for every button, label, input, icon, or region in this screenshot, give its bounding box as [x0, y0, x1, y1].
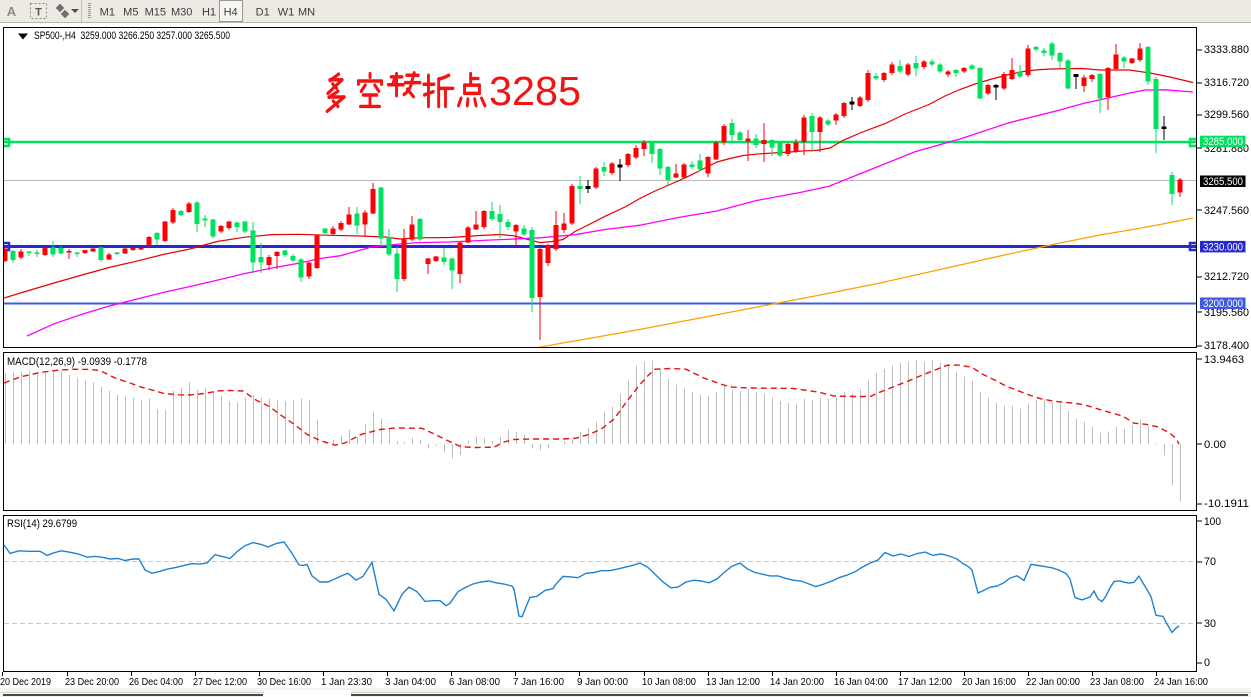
svg-text:MACD(12,26,9) -9.0939 -0.1778: MACD(12,26,9) -9.0939 -0.1778 — [7, 356, 147, 368]
svg-text:17 Jan 12:00: 17 Jan 12:00 — [898, 676, 952, 688]
svg-text:9 Jan 00:00: 9 Jan 00:00 — [577, 676, 628, 688]
svg-text:-10.1911: -10.1911 — [1204, 498, 1249, 510]
svg-text:0: 0 — [1204, 657, 1210, 669]
svg-text:23 Dec 20:00: 23 Dec 20:00 — [65, 676, 119, 688]
svg-text:H1: H1 — [202, 7, 216, 19]
svg-text:3200.000: 3200.000 — [1203, 298, 1243, 310]
svg-text:3299.560: 3299.560 — [1204, 109, 1249, 121]
svg-text:M15: M15 — [145, 7, 166, 19]
svg-text:13.9463: 13.9463 — [1204, 354, 1244, 366]
svg-text:27 Dec 12:00: 27 Dec 12:00 — [193, 676, 247, 688]
svg-text:W1: W1 — [278, 7, 295, 19]
svg-text:10 Jan 08:00: 10 Jan 08:00 — [642, 676, 696, 688]
svg-text:14 Jan 20:00: 14 Jan 20:00 — [770, 676, 824, 688]
svg-text:A: A — [7, 4, 17, 19]
svg-text:M1: M1 — [100, 7, 115, 19]
svg-text:1 Jan 23:30: 1 Jan 23:30 — [321, 676, 372, 688]
svg-text:100: 100 — [1204, 516, 1221, 528]
svg-text:0.00: 0.00 — [1204, 439, 1226, 451]
svg-text:3285: 3285 — [489, 68, 581, 114]
svg-text:6 Jan 08:00: 6 Jan 08:00 — [449, 676, 500, 688]
svg-text:3265.500: 3265.500 — [1203, 176, 1243, 188]
svg-text:3247.560: 3247.560 — [1204, 205, 1249, 217]
svg-text:SP500-,H4 3259.000 3266.250 3: SP500-,H4 3259.000 3266.250 3257.000 326… — [34, 30, 230, 42]
svg-text:3316.720: 3316.720 — [1204, 77, 1249, 89]
svg-text:T: T — [35, 7, 42, 19]
svg-text:3212.720: 3212.720 — [1204, 271, 1249, 283]
svg-text:20 Dec 2019: 20 Dec 2019 — [0, 676, 51, 688]
svg-text:3285.000: 3285.000 — [1203, 136, 1243, 148]
svg-text:MN: MN — [298, 7, 315, 19]
svg-text:22 Jan 00:00: 22 Jan 00:00 — [1026, 676, 1080, 688]
svg-text:H4: H4 — [224, 7, 238, 19]
svg-text:30 Dec 16:00: 30 Dec 16:00 — [257, 676, 311, 688]
svg-text:7 Jan 16:00: 7 Jan 16:00 — [513, 676, 564, 688]
svg-text:23 Jan 08:00: 23 Jan 08:00 — [1090, 676, 1144, 688]
svg-text:70: 70 — [1204, 556, 1216, 568]
svg-text:3333.880: 3333.880 — [1204, 44, 1249, 56]
svg-text:3 Jan 04:00: 3 Jan 04:00 — [385, 676, 436, 688]
svg-text:20 Jan 16:00: 20 Jan 16:00 — [962, 676, 1016, 688]
svg-text:D1: D1 — [256, 7, 270, 19]
svg-text:16 Jan 04:00: 16 Jan 04:00 — [834, 676, 888, 688]
svg-text:M30: M30 — [171, 7, 192, 19]
svg-text:3178.400: 3178.400 — [1204, 340, 1249, 352]
svg-text:M5: M5 — [123, 7, 138, 19]
svg-text:3195.560: 3195.560 — [1204, 307, 1249, 319]
svg-text:13 Jan 12:00: 13 Jan 12:00 — [706, 676, 760, 688]
svg-text:RSI(14) 29.6799: RSI(14) 29.6799 — [7, 518, 77, 530]
svg-text:3230.000: 3230.000 — [1203, 241, 1243, 253]
svg-text:26 Dec 04:00: 26 Dec 04:00 — [129, 676, 183, 688]
svg-text:30: 30 — [1204, 618, 1216, 630]
svg-text:24 Jan 16:00: 24 Jan 16:00 — [1154, 676, 1208, 688]
